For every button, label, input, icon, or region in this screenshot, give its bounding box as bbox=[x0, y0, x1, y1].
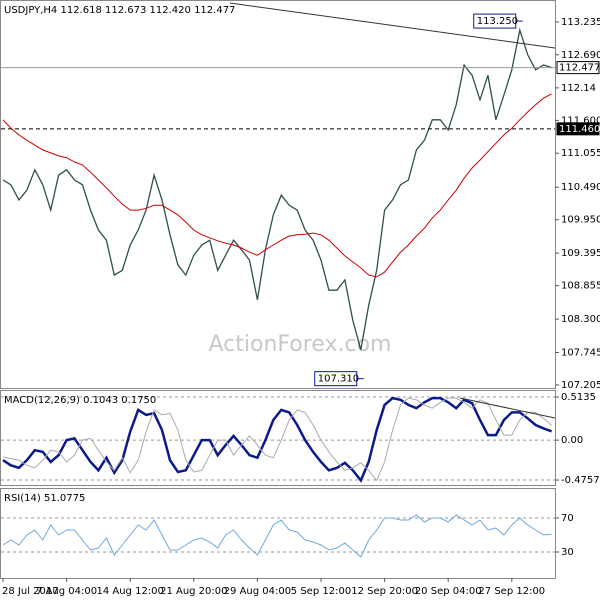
x-tick-label: 20 Sep 04:00 bbox=[415, 586, 482, 597]
panel-title: RSI(14) 51.0775 bbox=[4, 493, 85, 504]
y-tick-label: 30 bbox=[561, 547, 574, 558]
y-tick-label: 0.5135 bbox=[561, 392, 596, 403]
panel-title: USDJPY,H4 112.618 112.673 112.420 112.47… bbox=[4, 5, 235, 16]
y-tick-label: 0.00 bbox=[561, 435, 583, 446]
x-tick-label: 5 Sep 12:00 bbox=[291, 586, 351, 597]
panel-title: MACD(12,26,9) 0.1043 0.1750 bbox=[4, 395, 156, 406]
series-line bbox=[2, 93, 552, 278]
series-line bbox=[2, 27, 552, 350]
trend-line bbox=[459, 397, 556, 419]
y-tick-label: -0.4757 bbox=[561, 475, 600, 486]
series-line bbox=[2, 397, 552, 482]
panel-frame bbox=[0, 0, 556, 389]
x-tick-label: 28 Jul 2017 bbox=[2, 586, 59, 597]
level-label: 111.460 bbox=[559, 124, 600, 135]
y-tick-label: 107.745 bbox=[561, 347, 600, 358]
extreme-label: 107.310 bbox=[318, 374, 359, 385]
y-tick-label: 110.490 bbox=[561, 182, 600, 193]
x-tick-label: 7 Aug 04:00 bbox=[36, 586, 97, 597]
x-tick-label: 27 Sep 12:00 bbox=[478, 586, 545, 597]
extreme-box bbox=[473, 13, 517, 29]
y-tick-label: 107.205 bbox=[561, 380, 600, 391]
extreme-box bbox=[314, 371, 358, 387]
y-tick-label: 113.235 bbox=[561, 17, 600, 28]
x-tick-label: 21 Aug 20:00 bbox=[160, 586, 227, 597]
level-box bbox=[556, 122, 600, 136]
y-tick-label: 108.855 bbox=[561, 281, 600, 292]
x-tick-label: 14 Aug 12:00 bbox=[96, 586, 163, 597]
series-line bbox=[2, 514, 552, 558]
level-box bbox=[556, 61, 600, 75]
x-tick-label: 12 Sep 20:00 bbox=[351, 586, 418, 597]
y-tick-label: 70 bbox=[561, 513, 574, 524]
extreme-label: 113.250 bbox=[477, 16, 518, 27]
x-tick-label: 29 Aug 04:00 bbox=[224, 586, 291, 597]
y-tick-label: 109.950 bbox=[561, 215, 600, 226]
trend-line bbox=[229, 2, 556, 49]
y-tick-label: 112.14 bbox=[561, 83, 596, 94]
y-tick-label: 109.395 bbox=[561, 248, 600, 259]
level-label: 112.477 bbox=[559, 63, 600, 74]
y-tick-label: 111.055 bbox=[561, 148, 600, 159]
series-line bbox=[2, 396, 553, 483]
y-tick-label: 108.300 bbox=[561, 314, 600, 325]
y-tick-label: 112.690 bbox=[561, 50, 600, 61]
panel-frame bbox=[0, 488, 556, 579]
panel-frame bbox=[0, 390, 556, 486]
y-tick-label: 111.600 bbox=[561, 115, 600, 126]
watermark: ActionForex.com bbox=[209, 332, 392, 357]
